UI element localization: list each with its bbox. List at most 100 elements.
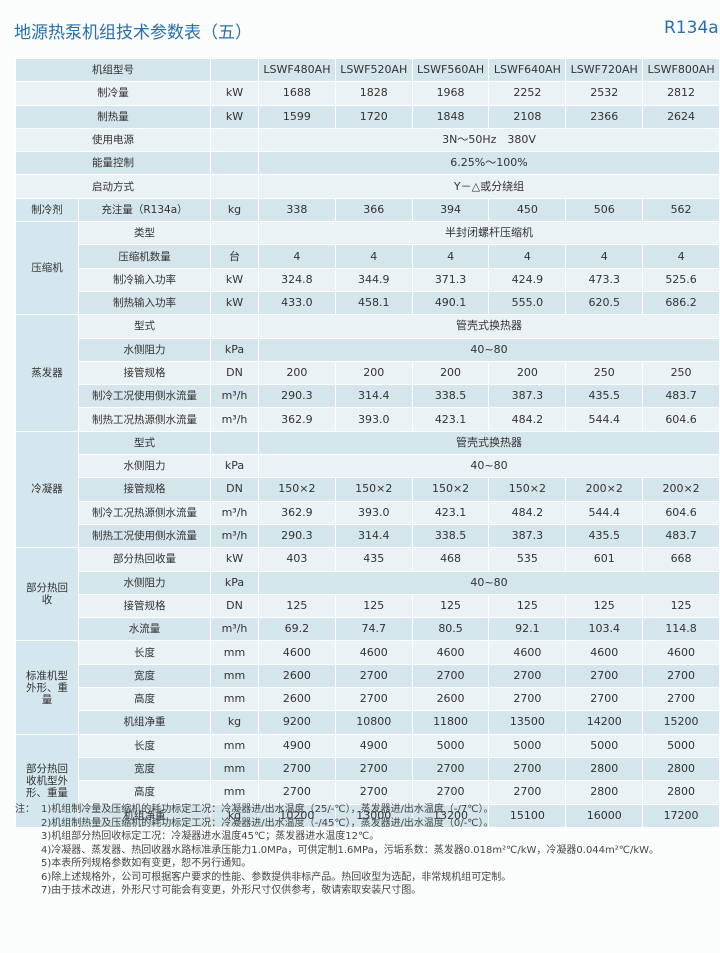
table-row: 制冷工况热源侧水流量 m³/h 362.9 393.0 423.1 484.2 544.4 6… — [16, 500, 720, 525]
value-cell: 423.1 — [411, 407, 490, 432]
value-cell: 2700 — [642, 687, 720, 712]
value-cell: 2700 — [411, 756, 490, 782]
value-cell: 125 — [258, 593, 336, 619]
value-cell: 2532 — [565, 81, 644, 106]
row-label: 接管规格 — [78, 593, 211, 619]
value-cell: 4 — [258, 244, 336, 269]
row-label: 机组净重 — [78, 803, 211, 828]
value-cell: 2624 — [642, 104, 720, 129]
table-row: 制冷输入功率 kW 324.8 344.9 371.3 424.9 473.3 525.6 — [16, 267, 720, 292]
spec-table: 机组型号 LSWF480AH LSWF520AH LSWF560AH LSWF640AH… — [15, 57, 720, 828]
value-cell: 200 — [334, 360, 413, 386]
note-item: 7)由于技术改进，外形尺寸可能会有变更，外形尺寸仅供参考，敬请索取安装尺寸图。 — [41, 885, 422, 896]
value-cell: 483.7 — [642, 523, 720, 549]
unit: mm — [210, 780, 259, 805]
group-label: 压缩机 — [15, 221, 79, 316]
value-cell: 601 — [565, 547, 644, 572]
value-cell: 13200 — [411, 803, 490, 828]
value-cell: 4600 — [488, 640, 567, 665]
row-label: 制冷工况使用侧水流量 — [78, 384, 211, 409]
value-cell: 4 — [642, 244, 720, 269]
value-cell: 10200 — [258, 803, 336, 828]
value-cell: LSWF640AH — [488, 57, 567, 83]
value-cell: 5000 — [565, 733, 644, 758]
value-cell: 362.9 — [258, 407, 336, 432]
value-cell: 686.2 — [642, 290, 720, 316]
unit: kg — [210, 710, 259, 735]
unit: m³/h — [210, 407, 259, 432]
value-cell: 5000 — [488, 733, 567, 758]
row-label: 使用电源 — [15, 127, 211, 153]
table-row: 接管规格 DN 200 200 200 200 250 250 — [16, 360, 720, 386]
row-label: 制冷工况热源侧水流量 — [78, 500, 211, 525]
unit: mm — [210, 687, 259, 712]
row-label: 接管规格 — [78, 477, 211, 502]
unit: kg — [210, 803, 259, 828]
value-cell: 14200 — [565, 710, 644, 735]
value-cell: 125 — [642, 593, 720, 619]
unit: DN — [210, 477, 259, 502]
value-cell: 468 — [411, 547, 490, 572]
value-cell: 544.4 — [565, 500, 644, 525]
value-cell: 344.9 — [334, 267, 413, 292]
unit: kPa — [210, 570, 259, 595]
value-cell: 435.5 — [565, 523, 644, 549]
value-cell: 10800 — [334, 710, 413, 735]
value-cell: 393.0 — [334, 500, 413, 525]
value-span: 3N～50Hz 380V — [258, 127, 720, 153]
table-row: 蒸发器 型式 管壳式换热器 — [15, 314, 720, 432]
value-cell: 484.2 — [488, 500, 567, 525]
table-row: 机组净重 kg 10200 13000 13200 15100 16000 17200 — [16, 803, 720, 828]
table-row: 制热输入功率 kW 433.0 458.1 490.1 555.0 620.5 686.2 — [16, 290, 720, 316]
row-label: 长度 — [78, 733, 211, 758]
value-cell: 2812 — [642, 81, 720, 106]
value-cell: 403 — [258, 547, 336, 572]
value-span: 管壳式换热器 — [258, 430, 720, 456]
row-label: 宽度 — [78, 756, 211, 782]
unit: kPa — [210, 454, 259, 479]
value-cell: 506 — [565, 197, 644, 223]
value-cell: 525.6 — [642, 267, 720, 292]
row-label: 长度 — [78, 640, 211, 665]
value-cell: 338.5 — [411, 384, 490, 409]
value-cell: 250 — [565, 360, 644, 386]
value-cell: 423.1 — [411, 500, 490, 525]
value-cell: 250 — [642, 360, 720, 386]
table-row: 宽度 mm 2700 2700 2700 2700 2800 2800 — [16, 756, 720, 782]
unit: m³/h — [210, 384, 259, 409]
value-cell: 668 — [642, 547, 720, 572]
value-cell: 4 — [334, 244, 413, 269]
value-cell: 16000 — [565, 803, 644, 828]
unit: kW — [210, 547, 259, 572]
table-row: 压缩机 类型 半封闭螺杆压缩机 — [15, 221, 720, 316]
row-label: 型式 — [78, 314, 211, 339]
row-label: 宽度 — [78, 663, 211, 689]
row-label: 启动方式 — [15, 174, 211, 199]
value-cell: 2700 — [565, 663, 644, 689]
table-row: 高度 mm 2600 2700 2600 2700 2700 2700 — [16, 687, 720, 712]
value-cell: 2700 — [488, 780, 567, 805]
value-cell: LSWF520AH — [334, 57, 413, 83]
table-row: 启动方式 Y－△或分绕组 — [15, 174, 720, 199]
value-cell: 5000 — [642, 733, 720, 758]
unit: m³/h — [210, 523, 259, 549]
value-cell: 2252 — [488, 81, 567, 106]
value-cell: LSWF480AH — [258, 57, 336, 83]
row-label: 水侧阻力 — [78, 454, 211, 479]
value-cell: 458.1 — [334, 290, 413, 316]
table-row: 标准机型外形、重量 长度 mm 4600 4600 4600 4600 4600 4600 — [15, 640, 720, 735]
table-row: 能量控制 6.25%～100% — [15, 151, 720, 176]
value-cell: 314.4 — [334, 523, 413, 549]
value-cell: 424.9 — [488, 267, 567, 292]
value-cell: 290.3 — [258, 523, 336, 549]
row-label: 能量控制 — [15, 151, 211, 176]
table-row: 使用电源 3N～50Hz 380V — [15, 127, 720, 153]
value-cell: LSWF720AH — [565, 57, 644, 83]
table-row: 部分热回收 部分热回收量 kW 403 435 468 535 601 668 — [15, 547, 720, 642]
notes: 注： 1)机组制冷量及压缩机的耗功标定工况：冷凝器进/出水温度（25/-℃），蒸发… — [15, 803, 705, 898]
unit: kW — [210, 290, 259, 316]
value-cell: 2700 — [488, 687, 567, 712]
value-cell: 394 — [411, 197, 490, 223]
value-cell: 13500 — [488, 710, 567, 735]
table-row: 制热量 kW 1599 1720 1848 2108 2366 2624 — [15, 104, 720, 129]
